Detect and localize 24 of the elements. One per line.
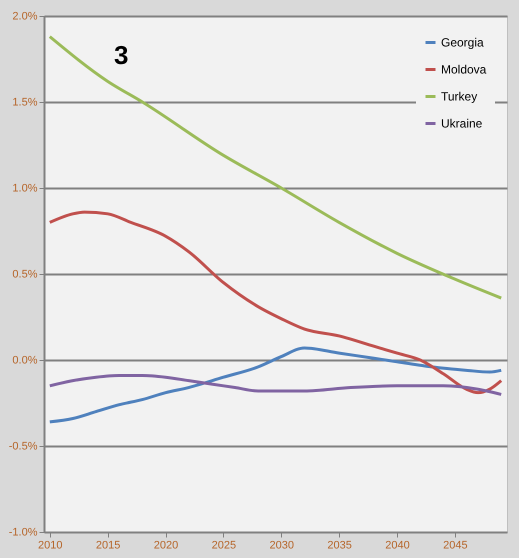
line-series [48,374,503,396]
line-series [48,346,503,424]
legend-label: Georgia [441,36,484,50]
line-series [48,35,503,300]
legend-label: Ukraine [441,116,483,130]
line-series [48,210,503,394]
legend-label: Moldova [441,62,487,76]
y-tick-label: 0.5% [12,268,38,280]
x-tick-label: 2015 [96,540,120,552]
x-tick-label: 2025 [212,540,236,552]
y-tick-label: 1.5% [12,96,38,108]
x-tick-label: 2035 [327,540,352,552]
x-tick-label: 2030 [270,540,294,552]
x-tick-label: 2010 [38,540,63,552]
y-tick-label: -0.5% [8,440,38,452]
y-tick-label: -1.0% [8,526,38,538]
x-tick-label: 2020 [154,540,178,552]
y-tick-label: 2.0% [12,10,38,22]
x-tick-label: 2040 [385,540,410,552]
x-tick-label: 2045 [443,540,468,552]
y-tick-label: 0.0% [12,354,38,366]
annotation: 3 [114,40,128,70]
y-tick-label: 1.0% [12,182,38,194]
legend-label: Turkey [441,90,478,104]
